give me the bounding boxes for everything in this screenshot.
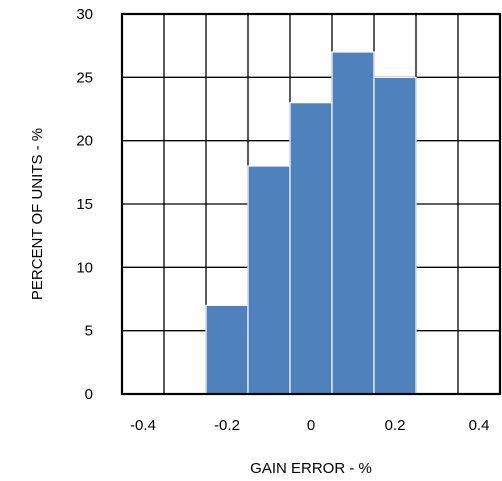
x-tick-label: 0 <box>307 417 315 434</box>
histogram-bar <box>205 304 249 395</box>
histogram-bar <box>373 76 417 395</box>
y-tick-label: 15 <box>76 196 93 213</box>
y-tick-label: 30 <box>76 6 93 23</box>
x-tick-label: 0.4 <box>469 417 490 434</box>
y-tick-label: 0 <box>85 386 93 403</box>
y-tick-label: 10 <box>76 259 93 276</box>
y-axis-title: PERCENT OF UNITS - % <box>29 128 46 300</box>
x-axis-title: GAIN ERROR - % <box>250 460 372 477</box>
x-tick-label: -0.4 <box>130 417 156 434</box>
y-tick-label: 20 <box>76 133 93 150</box>
plot-frame <box>120 12 502 396</box>
y-tick-label: 25 <box>76 69 93 86</box>
histogram-bar <box>289 102 333 395</box>
x-tick-labels: -0.4 -0.2 0 0.2 0.4 <box>130 417 489 434</box>
x-tick-label: -0.2 <box>214 417 240 434</box>
y-tick-labels: 0 5 10 15 20 25 30 <box>76 6 93 403</box>
histogram-bar <box>247 165 291 395</box>
x-tick-label: 0.2 <box>385 417 406 434</box>
histogram-bar <box>331 51 375 395</box>
bars-layer <box>205 51 417 395</box>
y-tick-label: 5 <box>85 323 93 340</box>
